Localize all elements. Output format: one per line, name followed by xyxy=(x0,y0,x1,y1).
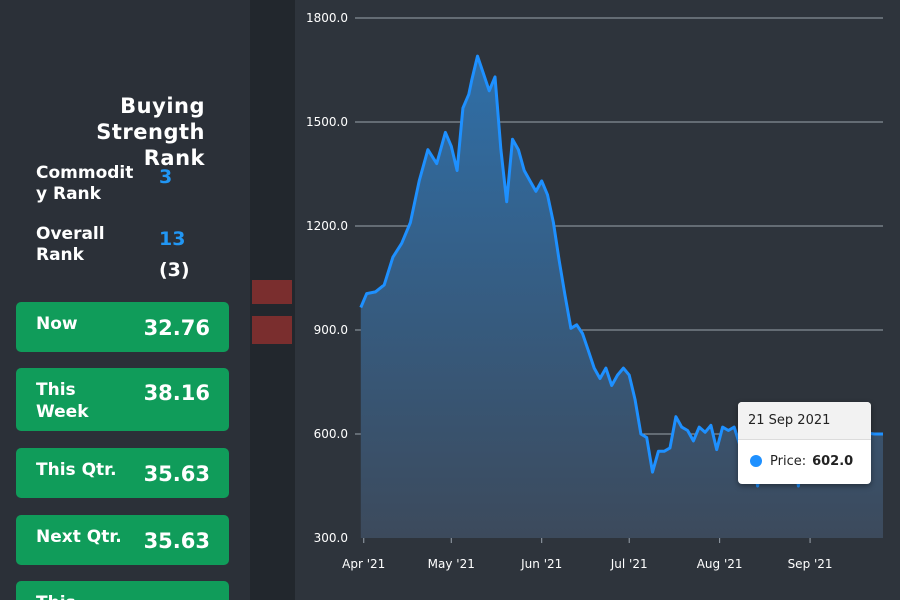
y-tick-label: 900.0 xyxy=(314,323,348,337)
card-this-week[interactable]: This Week 38.16 xyxy=(16,368,229,431)
card-this-partial[interactable]: This xyxy=(16,581,229,600)
rank-panel: Buying Strength Rank Commodit y Rank 3 O… xyxy=(0,0,250,600)
card-value: 35.63 xyxy=(143,529,210,553)
card-label: This Week xyxy=(36,380,89,422)
chart-svg[interactable]: 300.0 600.0 900.0 1200.0 1500.0 1800.0 Apr '21… xyxy=(295,0,900,600)
card-label: This Qtr. xyxy=(36,460,117,480)
ghost-cell xyxy=(252,488,292,516)
card-now[interactable]: Now 32.76 xyxy=(16,302,229,352)
ghost-cell xyxy=(252,84,292,112)
y-tick-label: 1200.0 xyxy=(306,219,348,233)
y-tick-label: 1800.0 xyxy=(306,11,348,25)
ghost-cell xyxy=(252,280,292,304)
ghost-cell xyxy=(252,316,292,344)
y-tick-label: 600.0 xyxy=(314,427,348,441)
x-tick-label: Aug '21 xyxy=(697,557,743,571)
ghost-cell xyxy=(252,184,292,212)
ghost-cell xyxy=(252,356,292,384)
tooltip-date: 21 Sep 2021 xyxy=(738,402,871,440)
x-tick-label: Jun '21 xyxy=(520,557,562,571)
card-this-qtr[interactable]: This Qtr. 35.63 xyxy=(16,448,229,498)
overall-rank-label: Overall Rank xyxy=(36,224,105,265)
card-label: Now xyxy=(36,314,78,334)
tooltip-label: Price: xyxy=(770,454,807,469)
x-tick-label: May '21 xyxy=(428,557,475,571)
background-table-strip xyxy=(250,0,295,600)
series-dot-icon xyxy=(750,454,762,467)
commodity-rank-label: Commodit y Rank xyxy=(36,163,134,204)
x-tick-label: Apr '21 xyxy=(342,557,385,571)
price-chart[interactable]: 300.0 600.0 900.0 1200.0 1500.0 1800.0 Apr '21… xyxy=(295,0,900,600)
tooltip-body: Price: 602.0 xyxy=(738,440,871,484)
card-value: 35.63 xyxy=(143,462,210,486)
y-tick-label: 300.0 xyxy=(314,531,348,545)
ghost-cell xyxy=(252,132,292,160)
price-area xyxy=(360,56,883,538)
panel-title: Buying Strength Rank xyxy=(96,94,205,170)
chart-tooltip: 21 Sep 2021 Price: 602.0 xyxy=(738,402,871,484)
overall-rank-value: 13 xyxy=(159,228,186,250)
commodity-rank-value: 3 xyxy=(159,166,173,188)
ghost-cell xyxy=(252,236,292,264)
card-label: Next Qtr. xyxy=(36,527,122,547)
ghost-cell xyxy=(252,560,292,588)
card-value: 38.16 xyxy=(143,381,210,405)
card-next-qtr[interactable]: Next Qtr. 35.63 xyxy=(16,515,229,565)
ghost-cell xyxy=(252,420,292,448)
y-tick-label: 1500.0 xyxy=(306,115,348,129)
card-label: This xyxy=(36,592,126,600)
ghost-cell xyxy=(252,36,292,64)
card-value: 32.76 xyxy=(143,316,210,340)
tooltip-value: 602.0 xyxy=(812,454,854,469)
overall-rank-sub: (3) xyxy=(159,259,190,281)
x-tick-label: Jul '21 xyxy=(610,557,648,571)
x-tick-label: Sep '21 xyxy=(788,557,833,571)
